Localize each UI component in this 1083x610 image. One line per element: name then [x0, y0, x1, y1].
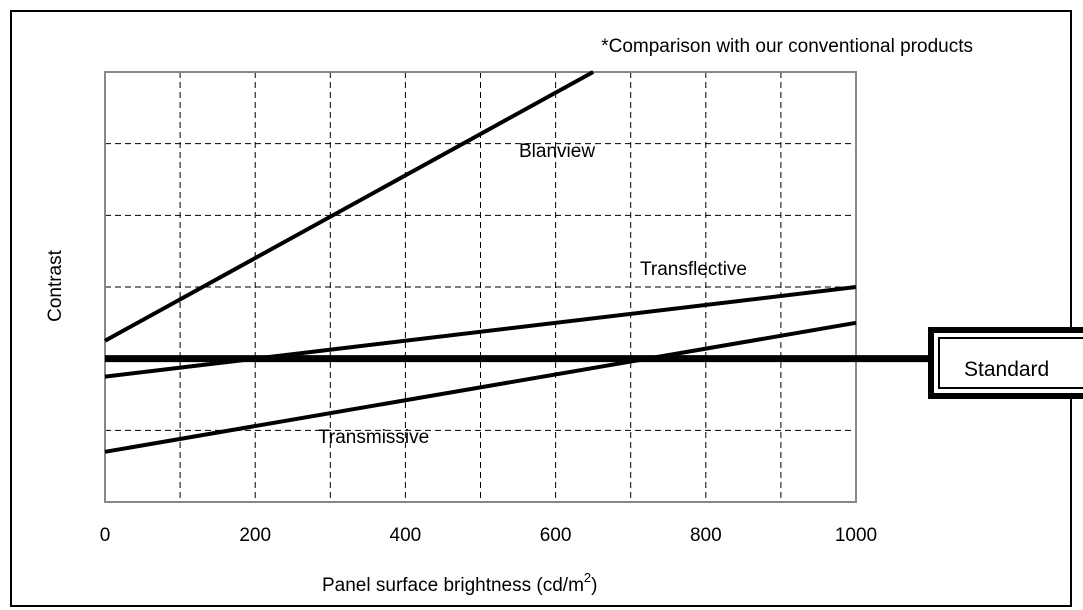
series-label-transmissive: Transmissive — [318, 427, 429, 448]
x-tick-label: 200 — [239, 525, 271, 546]
x-tick-label: 400 — [390, 525, 422, 546]
standard-legend-label: Standard — [964, 358, 1050, 381]
x-axis-label-close: ) — [591, 575, 597, 596]
standard-legend-inner: Standard — [934, 333, 1083, 393]
x-tick-label: 1000 — [835, 525, 877, 546]
x-tick-label: 600 — [540, 525, 572, 546]
x-tick-label: 0 — [100, 525, 111, 546]
standard-legend-box: Standard — [928, 327, 1083, 399]
chart-frame — [10, 10, 1072, 607]
series-label-transflective: Transflective — [640, 259, 747, 280]
x-axis-label-main: Panel surface brightness (cd/m — [322, 575, 584, 596]
x-tick-label: 800 — [690, 525, 722, 546]
series-lines — [104, 70, 930, 454]
series-label-blanview: Blanview — [519, 141, 595, 162]
comparison-note: *Comparison with our conventional produc… — [601, 36, 973, 57]
x-axis-label: Panel surface brightness (cd/m2) — [322, 570, 597, 596]
y-axis-label: Contrast — [45, 249, 66, 322]
standard-legend-border: Standard — [938, 337, 1083, 389]
series-line-blanview — [104, 70, 595, 343]
x-tick-labels: 0 200 400 600 800 1000 — [100, 525, 877, 546]
series-line-transmissive — [104, 320, 857, 454]
grid — [105, 72, 856, 502]
x-axis-label-superscript: 2 — [584, 570, 591, 585]
